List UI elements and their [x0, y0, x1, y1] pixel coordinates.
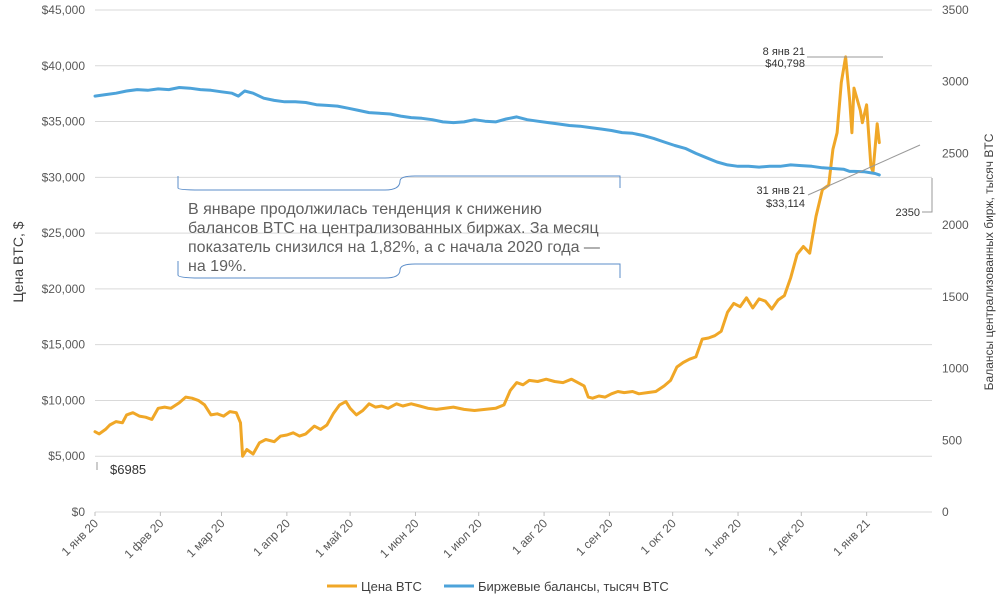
y-right-tick-label: 3000: [942, 75, 969, 89]
left-axis-title: Цена BTC, $: [10, 221, 26, 302]
y-left-tick-label: $35,000: [42, 115, 86, 129]
last-date-label: 31 янв 21: [757, 185, 805, 197]
y-right-tick-label: 2000: [942, 218, 969, 232]
series-line-exchange-balances: [93, 86, 881, 177]
last-value-label: $33,114: [766, 198, 805, 210]
x-tick-label: 1 янв 21: [830, 516, 873, 559]
x-tick-label: 1 июн 20: [377, 516, 422, 561]
x-axis-ticks: 1 янв 20 1 фев 20 1 мар 20 1 апр 20 1 май 20…: [59, 512, 873, 561]
y-right-tick-label: 3500: [942, 3, 969, 17]
note-bracket: [177, 175, 621, 279]
y-right-tick-label: 1500: [942, 290, 969, 304]
right-axis-title: Балансы централизованных бирж, тысяч BTC: [982, 133, 996, 390]
series-layer: [93, 55, 881, 458]
y-left-tick-label: $40,000: [42, 59, 86, 73]
x-tick-label: 1 май 20: [312, 516, 356, 560]
x-tick-label: 1 окт 20: [638, 516, 679, 557]
x-tick-label: 1 фев 20: [121, 516, 166, 561]
x-tick-label: 1 дек 20: [765, 516, 807, 558]
y-left-tick-label: $10,000: [42, 393, 86, 407]
x-tick-label: 1 янв 20: [59, 516, 102, 559]
x-tick-label: 1 авг 20: [509, 516, 550, 557]
peak-date-label: 8 янв 21: [763, 46, 805, 58]
x-tick-label: 1 мар 20: [184, 516, 228, 560]
y-left-tick-label: $0: [72, 505, 86, 519]
start-value-label: $6985: [110, 462, 146, 477]
y-right-tick-label: 0: [942, 505, 949, 519]
y-left-tick-label: $5,000: [48, 449, 85, 463]
y-right-tick-label: 2500: [942, 146, 969, 160]
y-left-tick-label: $45,000: [42, 3, 86, 17]
right-axis-ticks: 0 500 1000 1500 2000 2500 3000 3500: [942, 3, 969, 519]
note-text: В январе продолжилась тенденция к снижен…: [188, 201, 600, 275]
annotation-leaders: [96, 56, 933, 470]
x-tick-label: 1 сен 20: [573, 516, 616, 559]
legend-label-balance: Биржевые балансы, тысяч BTC: [478, 579, 669, 594]
peak-value-label: $40,798: [765, 58, 805, 70]
y-left-tick-label: $15,000: [42, 338, 86, 352]
y-right-tick-label: 500: [942, 433, 962, 447]
left-axis-ticks: $0 $5,000 $10,000 $15,000 $20,000 $25,000 $30,…: [42, 3, 86, 519]
y-left-tick-label: $30,000: [42, 170, 86, 184]
x-tick-label: 1 ноя 20: [701, 516, 744, 559]
legend: Цена BTC Биржевые балансы, тысяч BTC: [327, 579, 669, 594]
legend-label-price: Цена BTC: [361, 579, 422, 594]
x-tick-label: 1 июл 20: [440, 516, 485, 561]
y-right-tick-label: 1000: [942, 362, 969, 376]
gridlines: [95, 9, 932, 513]
end-balance-label: 2350: [896, 207, 920, 219]
series-line-btc-price: [93, 55, 881, 458]
x-tick-label: 1 апр 20: [250, 516, 293, 559]
y-left-tick-label: $20,000: [42, 282, 86, 296]
y-left-tick-label: $25,000: [42, 226, 86, 240]
